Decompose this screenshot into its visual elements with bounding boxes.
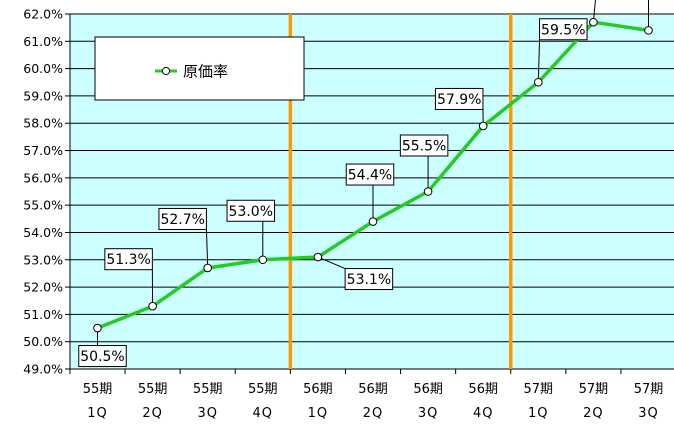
data-label: 51.3%	[106, 252, 150, 268]
data-point	[534, 77, 543, 87]
data-point	[203, 263, 212, 273]
y-tick-label: 57.0%	[23, 143, 63, 158]
data-label-leader	[205, 229, 209, 268]
x-tick-label-quarter: 1Q	[308, 406, 329, 421]
y-tick-label: 55.0%	[23, 198, 63, 213]
x-tick-label-period: 57期	[524, 382, 554, 397]
x-tick-label-quarter: 2Q	[142, 406, 163, 421]
data-label: 53.1%	[347, 272, 391, 288]
data-label-box	[399, 134, 449, 157]
data-label-leader	[317, 256, 346, 269]
y-tick-label: 60.0%	[23, 61, 63, 76]
data-label: 57.9%	[437, 92, 481, 108]
y-tick-label: 58.0%	[23, 116, 63, 131]
data-point	[258, 255, 268, 265]
x-tick-label-quarter: 3Q	[638, 406, 659, 421]
data-label: 50.5%	[80, 349, 124, 365]
legend-marker-swatch	[161, 66, 171, 76]
y-tick-label: 49.0%	[23, 362, 63, 377]
y-tick-label: 51.0%	[23, 307, 63, 322]
data-label-box	[78, 345, 127, 368]
legend-box	[94, 36, 305, 101]
data-label-box	[539, 18, 588, 41]
x-tick-label-quarter: 3Q	[418, 406, 439, 421]
y-tick-label: 62.0%	[23, 7, 63, 22]
data-label: 52.7%	[160, 212, 204, 228]
data-label: 54.4%	[348, 168, 392, 184]
data-point	[644, 26, 653, 35]
data-label: 59.5%	[541, 22, 585, 38]
y-tick-label: 61.0%	[23, 34, 63, 49]
x-tick-label-period: 57期	[634, 382, 664, 397]
data-point	[148, 301, 157, 311]
data-label-box	[345, 163, 395, 186]
x-tick-label-quarter: 2Q	[363, 406, 384, 421]
y-tick-label: 53.0%	[23, 252, 63, 267]
data-point	[313, 252, 323, 262]
x-tick-label-period: 56期	[303, 382, 333, 397]
data-point	[368, 217, 378, 226]
x-tick-label-period: 55期	[83, 382, 113, 397]
x-tick-label-period: 56期	[358, 382, 388, 397]
data-point	[589, 17, 598, 27]
data-label-leader	[592, 0, 596, 23]
data-label-box	[434, 87, 484, 110]
data-point	[478, 121, 488, 131]
data-label: 55.5%	[402, 139, 446, 155]
data-label: 53.0%	[229, 204, 273, 220]
x-tick-label-quarter: 2Q	[583, 406, 604, 421]
y-tick-label: 59.0%	[23, 88, 63, 103]
x-tick-label-period: 56期	[468, 382, 498, 397]
x-tick-label-quarter: 1Q	[87, 406, 108, 421]
legend-label: 原価率	[183, 63, 228, 81]
x-tick-label-period: 56期	[413, 382, 443, 397]
data-label-leader	[537, 39, 541, 83]
data-label-box	[226, 199, 276, 222]
data-label-box	[104, 248, 153, 271]
y-tick-label: 52.0%	[23, 280, 63, 295]
x-tick-label-period: 55期	[193, 382, 223, 397]
x-tick-label-quarter: 3Q	[197, 406, 218, 421]
x-tick-label-period: 57期	[579, 382, 609, 397]
x-tick-label-quarter: 4Q	[473, 406, 494, 421]
data-label-box	[344, 268, 394, 291]
x-tick-label-period: 55期	[248, 382, 278, 397]
y-tick-label: 56.0%	[23, 170, 63, 185]
y-tick-label: 54.0%	[23, 225, 63, 240]
x-tick-label-quarter: 1Q	[528, 406, 549, 421]
x-tick-label-period: 55期	[138, 382, 168, 397]
data-point	[93, 323, 102, 333]
data-label-box	[158, 207, 207, 230]
x-tick-label-quarter: 4Q	[253, 406, 274, 421]
y-tick-label: 50.0%	[23, 334, 63, 349]
data-point	[423, 187, 433, 196]
